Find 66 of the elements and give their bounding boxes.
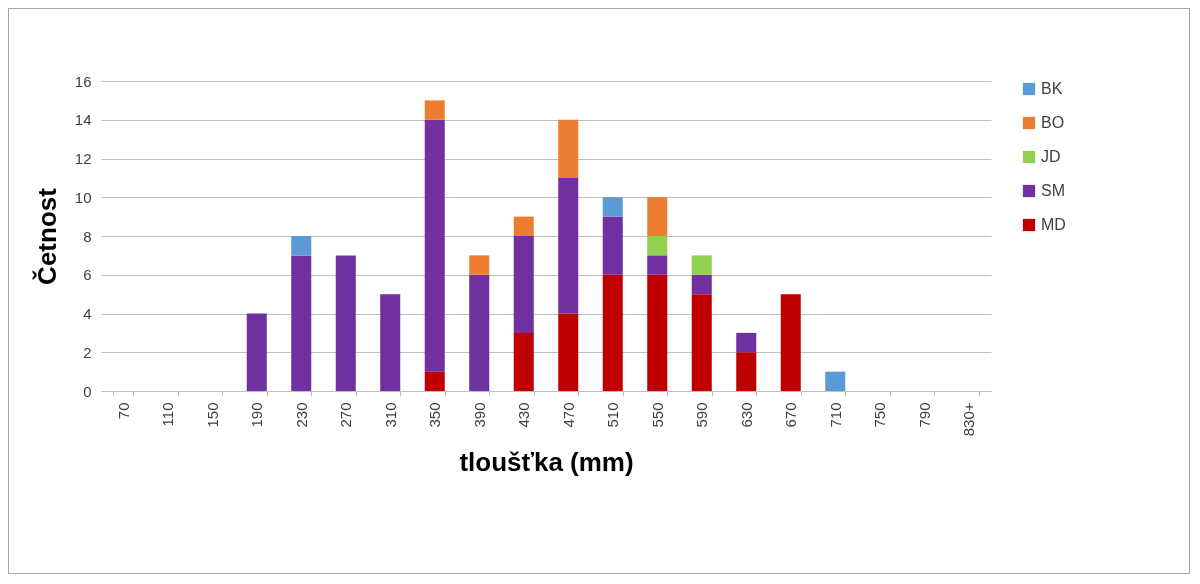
x-tick-label: 470 (559, 402, 577, 428)
x-tick-label: 510 (604, 402, 622, 428)
bar (424, 100, 445, 120)
x-tick-label: 790 (915, 402, 933, 428)
x-tick-label: 630 (737, 402, 755, 428)
bar (647, 197, 668, 236)
y-tick-label: 10 (74, 188, 92, 206)
x-tick-label: 70 (114, 402, 132, 420)
bar (691, 274, 712, 295)
bar (691, 294, 712, 391)
bar (513, 332, 534, 391)
y-tick-label: 16 (74, 72, 92, 90)
x-tick-label: 150 (203, 402, 221, 428)
x-tick-label: 550 (648, 402, 666, 428)
bar (335, 255, 356, 391)
legend-label: SM (1041, 182, 1065, 199)
bar (736, 352, 757, 391)
bar (602, 274, 623, 391)
x-tick-label: 270 (337, 402, 355, 428)
x-tick-label: 310 (381, 402, 399, 428)
y-axis-title: Četnost (31, 187, 62, 285)
y-tick-label: 0 (83, 382, 92, 400)
bar (780, 294, 801, 391)
y-tick-label: 2 (83, 343, 92, 361)
bar (513, 216, 534, 236)
bar (469, 255, 490, 275)
bar (691, 255, 712, 275)
bar (736, 332, 757, 353)
bar (558, 177, 579, 314)
bar (602, 216, 623, 275)
bar (647, 255, 668, 275)
legend-label: JD (1041, 148, 1061, 165)
bar (291, 236, 312, 256)
x-tick-label: 830+ (960, 402, 978, 437)
bar (424, 371, 445, 391)
bar (602, 197, 623, 217)
x-tick-label: 390 (470, 402, 488, 428)
x-tick-label: 230 (292, 402, 310, 428)
legend-label: BO (1041, 114, 1065, 131)
x-tick-label: 190 (248, 402, 266, 428)
bar (424, 119, 445, 372)
x-tick-label: 110 (159, 402, 177, 427)
y-tick-label: 4 (83, 305, 92, 322)
y-tick-label: 14 (74, 111, 92, 129)
x-tick-label: 670 (782, 402, 800, 428)
bar (246, 313, 267, 391)
bar (647, 274, 668, 391)
legend-label: MD (1041, 216, 1066, 233)
x-tick-label: 710 (826, 402, 844, 428)
bar (291, 255, 312, 391)
y-tick-label: 8 (83, 227, 92, 245)
bar (558, 313, 579, 391)
y-tick-label: 12 (74, 150, 92, 167)
x-tick-label: 430 (515, 402, 533, 428)
x-axis-title: tloušťka (mm) (459, 447, 634, 478)
x-tick-label: 750 (871, 402, 889, 428)
bar (513, 236, 534, 333)
bar (558, 119, 579, 178)
legend-label: BK (1041, 80, 1063, 97)
x-tick-label: 350 (426, 402, 444, 428)
bar (469, 274, 490, 391)
y-tick-label: 6 (83, 266, 92, 284)
bar (647, 236, 668, 256)
bar (380, 294, 401, 391)
x-tick-label: 590 (693, 402, 711, 428)
bar (825, 371, 846, 391)
